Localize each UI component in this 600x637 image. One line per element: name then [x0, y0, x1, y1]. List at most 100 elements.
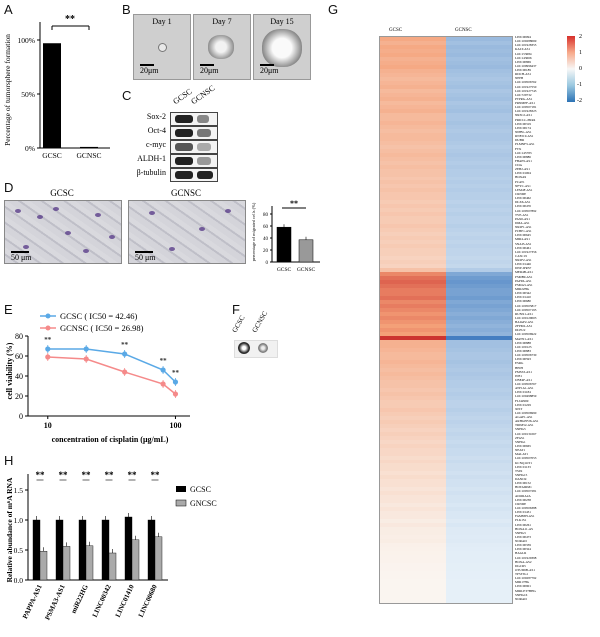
blot-row-btubulin: β-tubulin: [120, 168, 230, 182]
gene-label: HEIH: [515, 365, 523, 370]
gene-label: LEM4F-AS1: [515, 187, 533, 192]
gene-label: DANCR: [515, 477, 527, 482]
gene-label: NPPB: [515, 76, 524, 81]
dot-col-gcsc: GCSC: [230, 314, 247, 334]
gene-label: NFYC-AS1: [515, 183, 531, 188]
heatmap-row: [380, 292, 512, 297]
heatmap-row: [380, 160, 512, 165]
scale-tick: -2: [577, 98, 582, 104]
gene-label: LOC100131067: [515, 431, 537, 436]
heatmap-row: [380, 37, 512, 42]
gene-label: LINC01229: [515, 402, 531, 407]
panel-label-b: B: [122, 2, 131, 17]
heatmap-row: [380, 52, 512, 58]
gene-label: LINC01004: [515, 171, 531, 176]
gene-label: LOC100507195: [515, 307, 537, 312]
ytick: 0: [19, 412, 23, 421]
gene-label: TVE-AS1: [515, 212, 529, 217]
gene-label: ATP1A1-AS1: [515, 386, 534, 391]
heatmap-row: [380, 519, 512, 524]
point: [160, 381, 166, 387]
gene-label: NIPBL-AS1: [515, 130, 532, 135]
gene-label: PSMA3-AS1: [515, 282, 533, 287]
heatmap-row: [380, 228, 512, 233]
heatmap-row: [380, 48, 512, 54]
ytick: 60: [15, 352, 23, 361]
heatmap-row: [380, 339, 512, 345]
point: [83, 356, 89, 362]
bar-mir22hg-gncsc: [85, 545, 94, 581]
bar-gcsc: [276, 226, 292, 263]
gene-label: DMA-AS1: [515, 220, 530, 225]
heatmap-row: [380, 100, 512, 106]
heatmap-row: [380, 559, 512, 564]
gene-label: PAPPA-AS1: [515, 278, 532, 283]
heatmap-row: [380, 132, 512, 137]
scale-tick: 1: [579, 50, 582, 56]
panel-e-legend: GCSC ( IC50 = 42.46) GCNSC ( IC50 = 26.9…: [40, 311, 144, 333]
ytick-50: 50%: [21, 90, 35, 99]
gene-label: LINC01410: [515, 295, 531, 300]
scale-label: 20μm: [260, 66, 279, 75]
gene-label: PLMNF3-AS1: [515, 142, 535, 147]
day-label: Day 15: [270, 17, 294, 26]
heatmap-row: [380, 268, 512, 273]
heatmap-row: [380, 68, 512, 74]
xtick-gcsc: GCSC: [42, 151, 62, 160]
heatmap-row: [380, 144, 512, 149]
gene-label: LINC00339: [515, 543, 531, 548]
heatmap-row: [380, 140, 512, 145]
blot-label: β-tubulin: [136, 168, 166, 177]
point: [83, 346, 89, 352]
heatmap-row: [380, 551, 512, 556]
gene-label: LOC101927550: [515, 84, 537, 89]
gene-label: DNP-IPRS7: [515, 266, 532, 271]
gene-label: LINC00319: [515, 121, 531, 126]
heatmap-row: [380, 236, 512, 241]
gene-label: PCAT1: [515, 179, 525, 184]
heatmap-row: [380, 320, 512, 325]
blot-label: Sox-2: [146, 112, 166, 121]
gene-label: LINC00473: [515, 534, 531, 539]
transwell-caption-gcnsc: GCNSC: [170, 188, 201, 198]
gene-label: LINC00476: [515, 204, 531, 209]
heatmap-row: [380, 523, 512, 528]
heatmap-row: [380, 443, 512, 448]
heatmap-row: [380, 244, 512, 249]
heatmap-row: [380, 192, 512, 197]
heatmap-row: [380, 256, 512, 261]
gene-label: TSIX: [515, 468, 523, 473]
heatmap-row: [380, 204, 512, 209]
heatmap-row: [380, 343, 512, 349]
heatmap-row: [380, 96, 512, 102]
western-blot: GCSC GCNSC Sox-2 Oct-4 c-myc ALDH-1 β-tu…: [120, 84, 230, 182]
gene-label: DGCR5: [515, 563, 526, 568]
gene-label: LOC100288069: [515, 39, 537, 44]
heatmap-row: [380, 64, 512, 70]
heatmap-row: [380, 168, 512, 173]
heatmap-row: [380, 156, 512, 161]
gene-label: RNF219-AS1: [515, 134, 534, 139]
gene-label: ADORA2A: [515, 493, 531, 498]
blot-col-gcnsc: GCNSC: [189, 83, 217, 107]
bar-gcnsc: [80, 146, 98, 148]
gene-label: LOC100507053: [515, 456, 537, 461]
heatmap-row: [380, 188, 512, 193]
xtick-gcnsc: GCNSC: [76, 151, 101, 160]
gene-label: LINC00261: [515, 522, 531, 527]
transwell-photo-gcnsc: 50 μm: [128, 200, 246, 264]
legend-gncsc: GNCSC: [190, 499, 217, 508]
gene-label: FBAP9-AS1: [515, 158, 532, 163]
gene-label: ESRG: [515, 361, 524, 366]
gene-label: SNHG3: [515, 530, 526, 535]
heatmap-row: [380, 312, 512, 317]
heatmap-col-gcnsc: GCNSC: [455, 28, 472, 33]
panel-label-g: G: [328, 2, 339, 17]
gene-label: LINC00152: [515, 481, 531, 486]
heatmap-row: [380, 316, 512, 321]
heatmap-row: [380, 455, 512, 460]
bar-mir22hg-gcsc: [78, 519, 87, 581]
heatmap-row: [380, 543, 512, 548]
heatmap-row: [380, 220, 512, 225]
heatmap-row: [380, 507, 512, 512]
